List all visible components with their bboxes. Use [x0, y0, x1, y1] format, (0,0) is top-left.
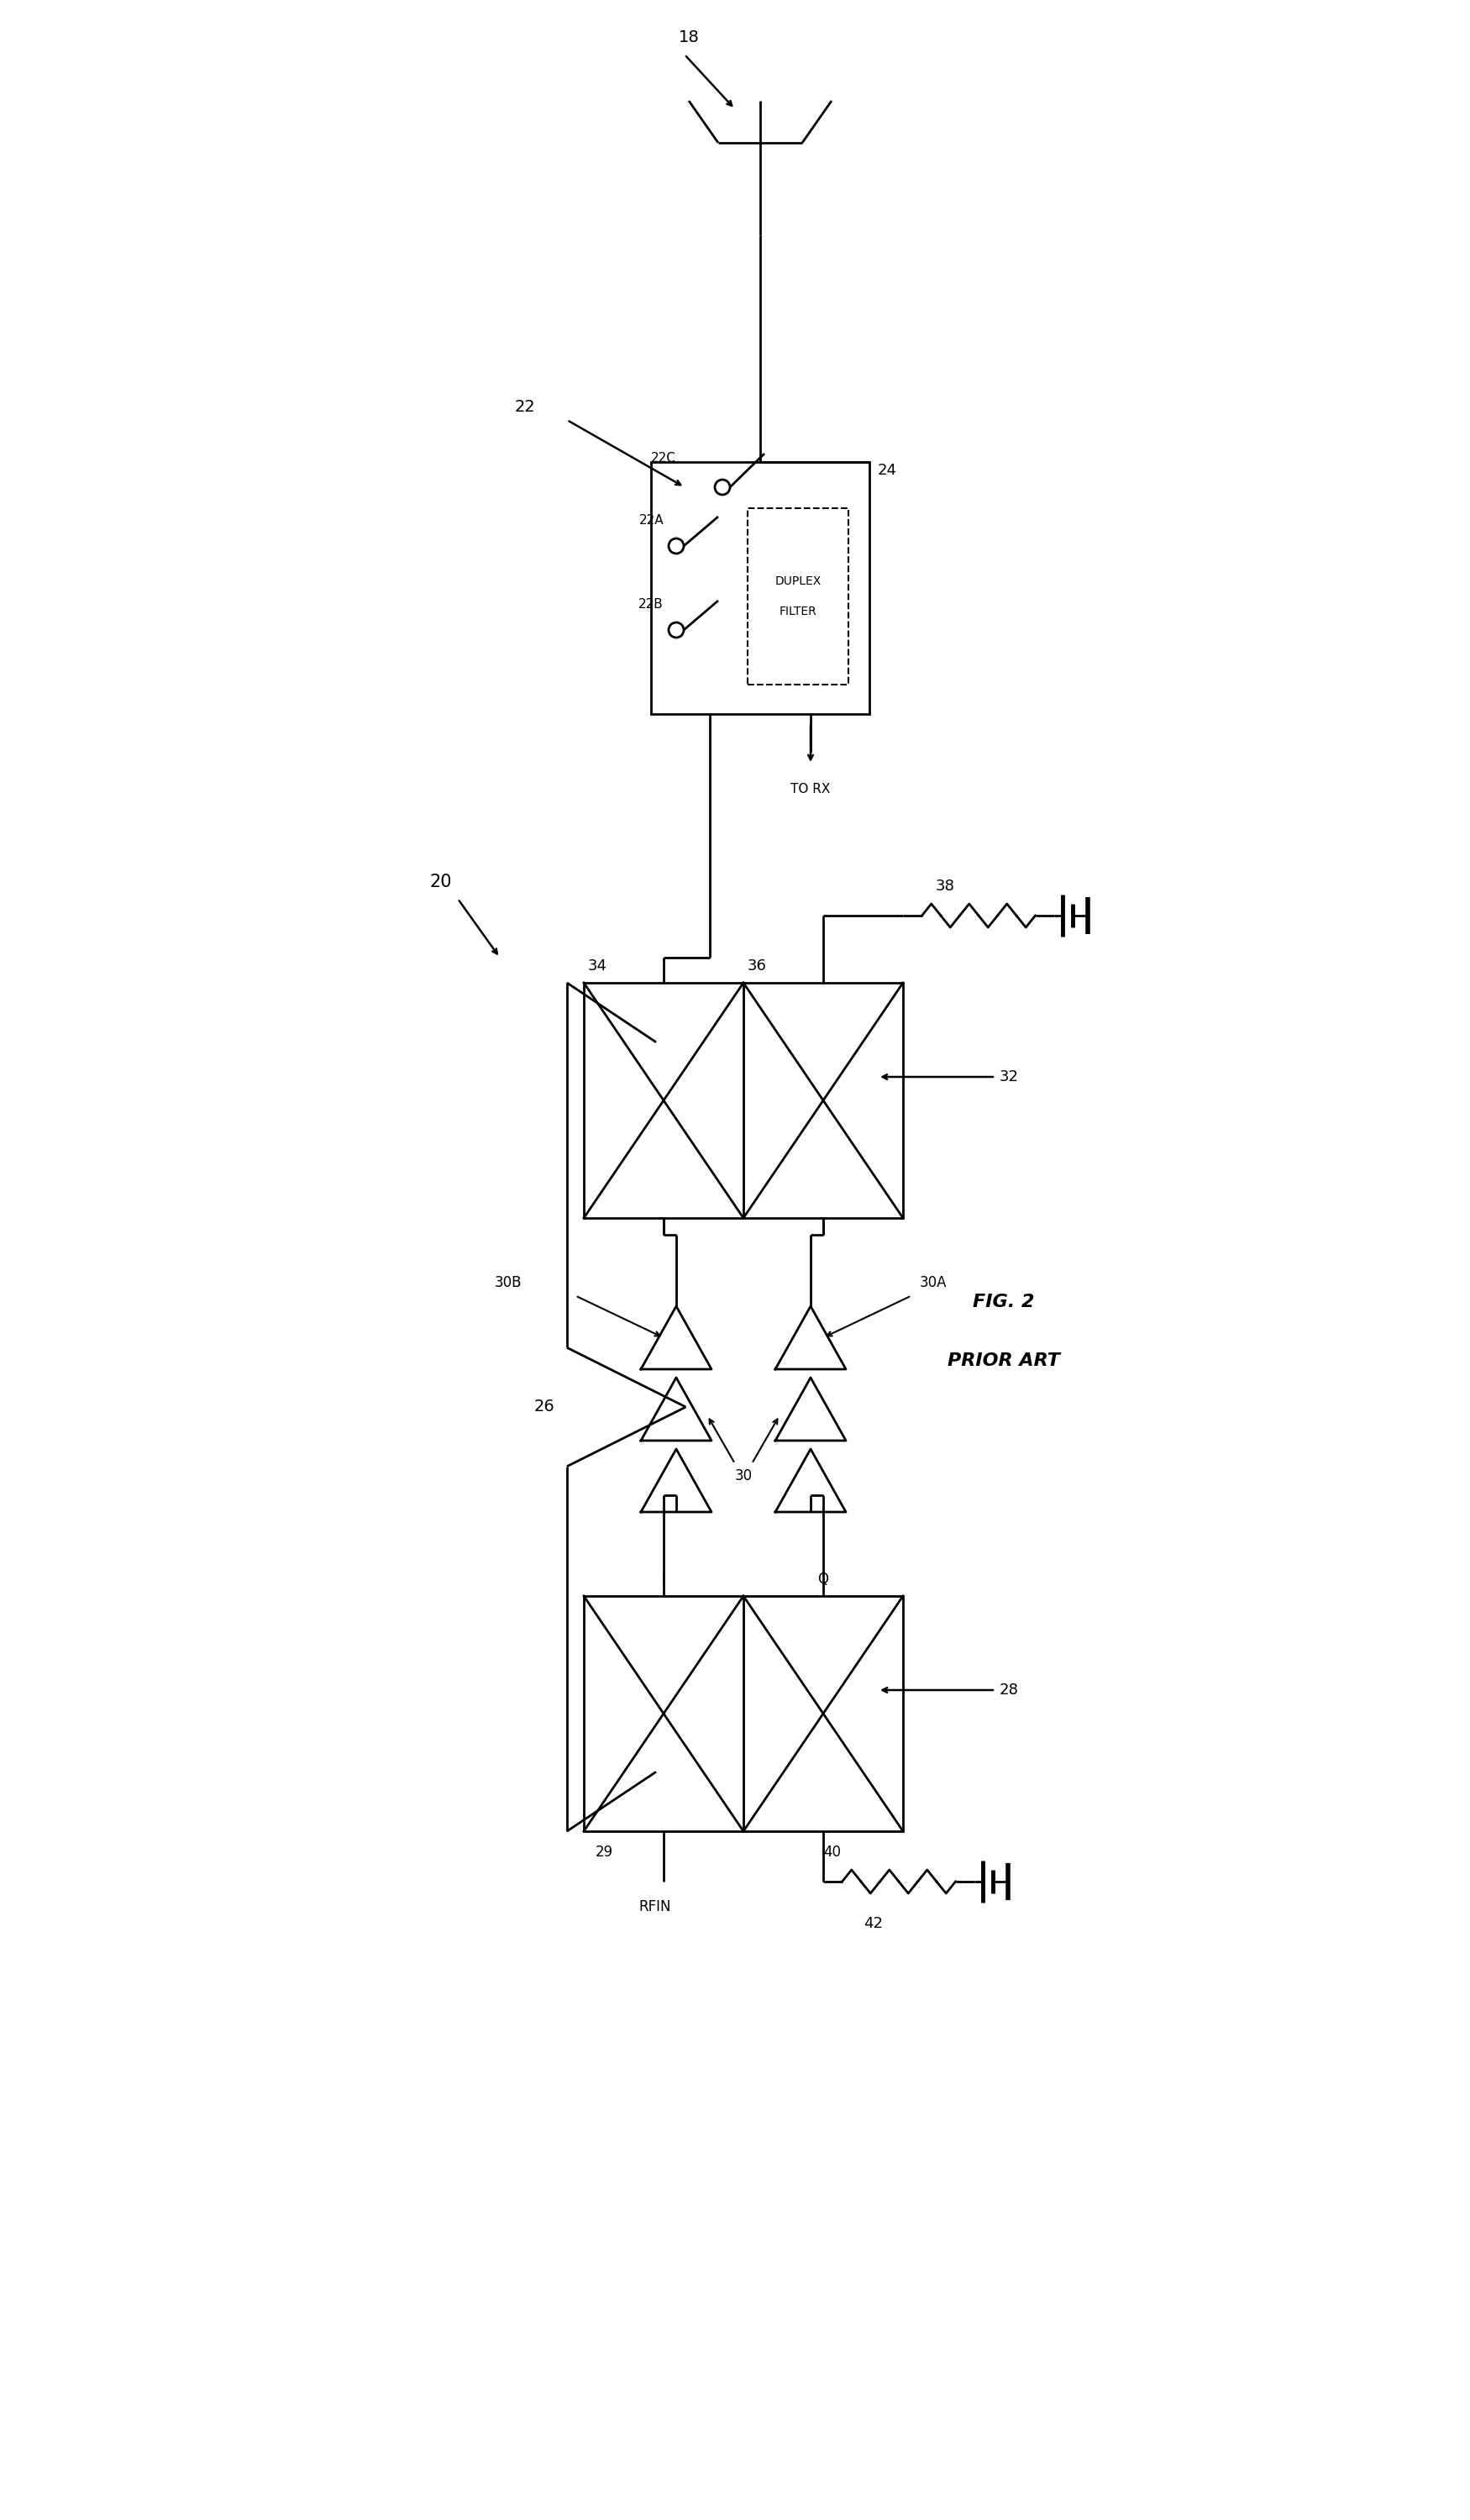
Text: 28: 28	[1000, 1683, 1019, 1698]
Bar	[651, 461, 869, 713]
Text: 24: 24	[878, 464, 897, 479]
Text: 29: 29	[595, 1845, 613, 1860]
Text: 42: 42	[864, 1915, 883, 1930]
Text: DUPLEX: DUPLEX	[775, 575, 822, 587]
Text: TO RX: TO RX	[791, 784, 831, 796]
Text: 38: 38	[935, 879, 954, 895]
Text: 26: 26	[534, 1399, 554, 1416]
Text: RFIN: RFIN	[639, 1900, 672, 1915]
Text: I: I	[662, 1572, 666, 1588]
Bar	[584, 1595, 903, 1832]
Text: FILTER: FILTER	[779, 605, 817, 617]
Text: 30: 30	[735, 1469, 753, 1484]
Text: 30A: 30A	[920, 1275, 947, 1290]
Text: 34: 34	[588, 958, 607, 973]
Text: 22B: 22B	[638, 600, 663, 612]
Text: 22A: 22A	[639, 514, 663, 527]
Text: 36: 36	[748, 958, 767, 973]
Bar	[584, 983, 903, 1217]
Text: 40: 40	[823, 1845, 841, 1860]
Text: Q: Q	[817, 1572, 829, 1588]
Text: 32: 32	[1000, 1068, 1019, 1084]
Text: 22C: 22C	[651, 451, 676, 464]
Bar	[748, 509, 848, 685]
Text: 18: 18	[679, 30, 700, 45]
Text: 30B: 30B	[494, 1275, 522, 1290]
Text: PRIOR ART: PRIOR ART	[948, 1353, 1060, 1368]
Text: 20: 20	[429, 874, 453, 890]
Text: FIG. 2: FIG. 2	[973, 1293, 1035, 1310]
Text: 22: 22	[514, 398, 535, 416]
